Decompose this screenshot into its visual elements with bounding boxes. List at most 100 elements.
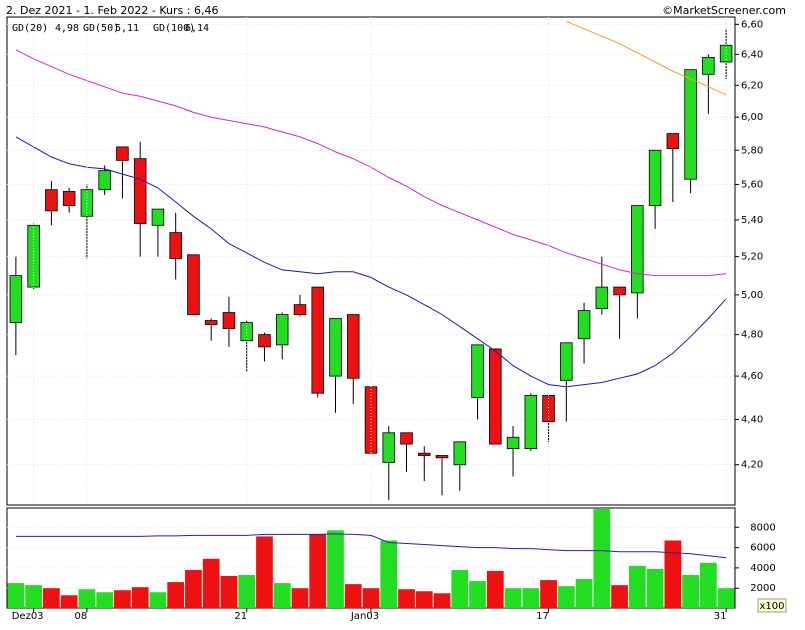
- candle-body: [471, 344, 484, 398]
- candle-body: [45, 189, 58, 212]
- volume-bar: [451, 569, 469, 608]
- volume-bar: [522, 588, 540, 608]
- y-tick-label: 5,40: [741, 215, 763, 226]
- candle-body: [204, 320, 218, 325]
- legend-name: GD(50): [83, 23, 119, 34]
- unit-label: x100: [759, 601, 784, 612]
- volume-bar: [415, 591, 433, 608]
- candle-body: [80, 189, 94, 217]
- x-tick-label: 17: [536, 611, 549, 622]
- legend-value: 5,11: [115, 23, 139, 34]
- volume-bar: [433, 593, 451, 608]
- y-tick-label: 5,80: [741, 145, 763, 156]
- candle-body: [258, 334, 271, 348]
- x-tick-label: 31: [714, 611, 727, 622]
- candle-body: [648, 149, 662, 206]
- moving-average-line: [566, 20, 727, 96]
- source: ©MarketScreener.com: [662, 4, 786, 17]
- volume-bar: [611, 585, 628, 608]
- volume-bar: [398, 589, 415, 608]
- candle-body: [133, 158, 147, 224]
- candle-body: [489, 348, 502, 445]
- y-tick-label: 4,40: [741, 414, 763, 425]
- x-tick-label: 21: [234, 611, 247, 622]
- candle-body: [702, 56, 715, 75]
- volume-bar: [646, 568, 664, 608]
- y-tick-label: 4,20: [741, 460, 763, 471]
- candle-body: [98, 170, 111, 191]
- y-tick-label: 6000: [750, 543, 775, 554]
- volume-bar: [628, 565, 646, 608]
- volume-bar: [25, 585, 43, 608]
- y-tick-label: 6,20: [741, 80, 763, 91]
- candle-body: [293, 304, 307, 315]
- volume-bar: [273, 583, 291, 608]
- volume-bar: [362, 588, 380, 608]
- candle-body: [453, 441, 467, 466]
- volume-bar: [78, 589, 96, 608]
- volume-bar: [575, 579, 593, 608]
- candle-body: [275, 314, 289, 346]
- candle-body: [542, 394, 555, 423]
- chart-title: 2. Dez 2021 - 1. Feb 2022 - Kurs : 6,46: [6, 4, 218, 17]
- volume-bar: [540, 580, 557, 608]
- candle-body: [595, 286, 609, 309]
- volume-bar: [43, 588, 60, 608]
- candle-body: [382, 432, 396, 463]
- candle-body: [631, 205, 644, 294]
- volume-bar: [486, 570, 504, 608]
- y-tick-label: 8000: [750, 522, 775, 533]
- candle-body: [240, 322, 253, 342]
- candle-body: [577, 310, 591, 340]
- volume-bar: [131, 587, 149, 608]
- volume-bar: [504, 588, 522, 608]
- volume-bar: [717, 588, 735, 608]
- candle-body: [9, 275, 23, 323]
- x-tick-label: 08: [75, 611, 88, 622]
- y-tick-label: 5,20: [741, 252, 763, 263]
- candle-body: [684, 69, 697, 180]
- volume-bar: [167, 582, 185, 608]
- volume-bar: [469, 581, 486, 608]
- volume-bar: [238, 575, 256, 608]
- unit-box: [757, 598, 787, 613]
- volume-average-line: [15, 533, 727, 559]
- volume-bar: [309, 534, 327, 608]
- candle-body: [151, 208, 165, 226]
- volume-bar: [202, 558, 220, 608]
- volume-bar: [557, 586, 575, 608]
- y-tick-label: 4000: [750, 563, 775, 574]
- candle-body: [506, 436, 520, 450]
- volume-bar: [114, 590, 131, 608]
- volume-bar: [380, 540, 398, 608]
- candle-body: [560, 342, 573, 381]
- volume-bar: [682, 575, 699, 608]
- candle-body: [346, 314, 360, 379]
- volume-bar: [149, 592, 167, 608]
- y-tick-label: 6,00: [741, 112, 763, 123]
- legend-name: GD(20): [12, 23, 48, 34]
- candle-body: [435, 455, 449, 459]
- candle-body: [666, 133, 680, 149]
- y-tick-label: 6,60: [741, 19, 763, 30]
- y-tick-label: 4,60: [741, 371, 763, 382]
- moving-average-line: [15, 136, 727, 388]
- volume-bar: [327, 530, 344, 608]
- volume-bar: [185, 569, 202, 608]
- candle-body: [62, 191, 76, 206]
- candle-body: [116, 146, 129, 161]
- y-tick-label: 4,80: [741, 330, 763, 341]
- x-tick-label: Jan03: [350, 611, 379, 622]
- candle-body: [222, 312, 236, 329]
- legend-value: 6,14: [185, 23, 209, 34]
- x-tick-label: Dez03: [12, 611, 44, 622]
- volume-bar: [344, 584, 362, 608]
- candle-body: [418, 452, 431, 456]
- legend-name: GD(100): [153, 23, 195, 34]
- candle-body: [400, 432, 413, 445]
- volume-bar: [96, 592, 114, 608]
- candle-body: [613, 286, 626, 296]
- volume-bar: [291, 588, 309, 608]
- candle-body: [524, 394, 538, 450]
